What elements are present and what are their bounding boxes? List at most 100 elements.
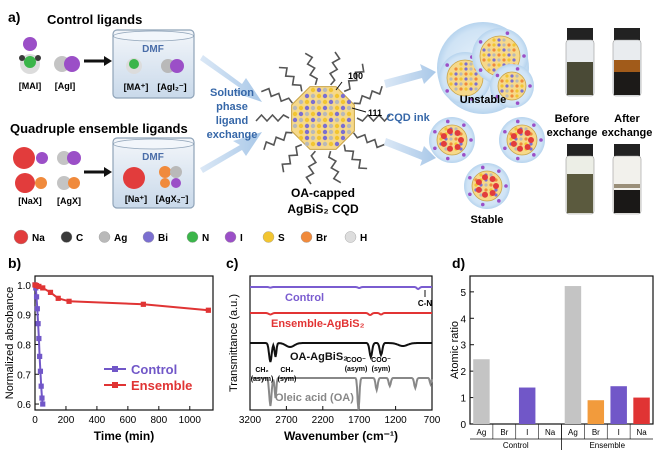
mai-molecule bbox=[19, 37, 41, 74]
legend-swatch bbox=[300, 231, 313, 243]
x-tick-label: 800 bbox=[150, 415, 167, 426]
x-axis-label: Time (min) bbox=[94, 429, 154, 443]
data-point bbox=[38, 383, 44, 389]
x-tick-label: Ag bbox=[477, 428, 487, 437]
panel-a-label: a) bbox=[8, 9, 20, 25]
legend-label: H bbox=[360, 233, 367, 244]
y-axis-label: Normalized absobance bbox=[4, 287, 16, 400]
vial-control-after bbox=[612, 28, 642, 97]
annotation-ch2-sym: CH₂ bbox=[280, 367, 293, 374]
group-label: Control bbox=[503, 441, 529, 450]
legend-label: N bbox=[202, 233, 209, 244]
x-axis-label: Wavenumber (cm⁻¹) bbox=[284, 429, 398, 443]
data-point bbox=[40, 401, 46, 407]
agi-molecule bbox=[54, 56, 80, 72]
panel-d: d) 0 1 2 3 4 5 Atomic ratio Ag Br I Na Ag Br I Na Contr… bbox=[449, 255, 654, 450]
atomic-ratio-chart: 0 1 2 3 4 5 Atomic ratio Ag Br I Na Ag Br I Na Control E… bbox=[449, 275, 654, 450]
data-point bbox=[39, 395, 45, 401]
bar bbox=[518, 387, 536, 424]
nax-label: [NaX] bbox=[18, 196, 42, 206]
legend-marker bbox=[112, 366, 118, 372]
y-tick-label: 0 bbox=[460, 420, 466, 431]
ensemble-ligands-title: Quadruple ensemble ligands bbox=[10, 121, 188, 136]
annotation-ch2-sym-sub: (sym) bbox=[278, 376, 297, 383]
unstable-aggregate bbox=[437, 22, 534, 114]
y-tick-label: 4 bbox=[460, 314, 466, 325]
annotation-ch2-asym-sub: (asym) bbox=[251, 376, 274, 383]
series-line bbox=[250, 342, 432, 363]
agx2-ion-label: [AgX₂⁻] bbox=[156, 194, 189, 204]
stable-dispersion bbox=[429, 117, 545, 209]
element-legend: Na C Ag Bi N I S Br H bbox=[13, 229, 367, 245]
y-tick-label: 3 bbox=[460, 341, 466, 352]
legend-swatch bbox=[98, 231, 111, 243]
series-label: Ensemble-AgBiS₂ bbox=[271, 318, 365, 330]
agi-label: [AgI] bbox=[55, 81, 76, 91]
x-tick-label: 700 bbox=[424, 415, 441, 426]
arrow-icon bbox=[384, 138, 436, 166]
y-tick-label: 0.6 bbox=[17, 400, 31, 411]
bar bbox=[587, 400, 605, 424]
dot-caption-line2: AgBiS₂ CQD bbox=[287, 202, 359, 216]
data-point bbox=[140, 301, 146, 307]
legend-marker bbox=[112, 382, 118, 388]
na-ion-label: [Na⁺] bbox=[125, 194, 147, 204]
dmf-label-ensemble: DMF bbox=[142, 152, 164, 163]
series-label: OA-AgBiS₂ bbox=[290, 351, 348, 363]
annotation-coo-sym: COO⁻ bbox=[371, 357, 391, 364]
data-point bbox=[37, 353, 43, 359]
svg-text:Solution: Solution bbox=[210, 87, 254, 99]
data-point bbox=[37, 368, 44, 374]
annotation-coo-asym-sub: (asym) bbox=[345, 366, 368, 373]
x-tick-label: 2700 bbox=[275, 415, 298, 426]
arrow-icon bbox=[200, 132, 262, 173]
panel-b-label: b) bbox=[8, 255, 21, 271]
annotation-cn: C-N bbox=[418, 299, 432, 308]
x-tick-label: Br bbox=[500, 428, 508, 437]
x-tick-label: 1700 bbox=[348, 415, 371, 426]
x-tick-label: 400 bbox=[89, 415, 106, 426]
arrow-icon bbox=[104, 167, 112, 177]
y-tick-label: 0.7 bbox=[17, 370, 31, 381]
data-point bbox=[36, 335, 42, 342]
annotation-ch2-asym: CH₂ bbox=[255, 367, 268, 374]
after-label-2: exchange bbox=[602, 127, 653, 139]
cqd-ink-label: CQD ink bbox=[386, 112, 430, 124]
y-tick-label: 1.0 bbox=[17, 281, 31, 292]
x-tick-label: 200 bbox=[58, 415, 75, 426]
x-tick-label: Na bbox=[636, 428, 647, 437]
bar bbox=[473, 359, 490, 424]
legend-label: Na bbox=[32, 233, 45, 244]
panel-d-label: d) bbox=[452, 255, 465, 271]
y-axis-label: Transmittance (a.u.) bbox=[228, 294, 240, 392]
legend-label: Bi bbox=[158, 233, 168, 244]
mai-label: [MAI] bbox=[19, 81, 42, 91]
arrow-icon bbox=[104, 56, 112, 66]
y-axis-label: Atomic ratio bbox=[449, 321, 461, 379]
x-tick-label: 1000 bbox=[179, 415, 202, 426]
legend-swatch bbox=[142, 231, 155, 243]
series-label: Oleic acid (OA) bbox=[275, 392, 354, 404]
stable-label: Stable bbox=[470, 214, 503, 226]
data-point bbox=[36, 283, 42, 290]
y-tick-label: 1 bbox=[460, 394, 466, 405]
panel-b: b) 0.6 0.7 0.8 0.9 1.0 0 200 400 600 800 1000 Time … bbox=[4, 255, 214, 443]
arrow-icon bbox=[384, 64, 436, 88]
x-tick-label: 3200 bbox=[239, 415, 262, 426]
legend-swatch bbox=[60, 231, 73, 243]
y-tick-label: 5 bbox=[460, 288, 466, 299]
y-tick-label: 2 bbox=[460, 367, 466, 378]
series-line bbox=[250, 312, 432, 317]
series-line bbox=[34, 283, 209, 312]
legend-swatch bbox=[186, 231, 199, 243]
legend-swatch bbox=[262, 231, 275, 243]
arrow-icon bbox=[200, 55, 262, 102]
data-point bbox=[33, 294, 40, 300]
y-tick-label: 0.8 bbox=[17, 340, 31, 351]
legend-label: S bbox=[278, 233, 285, 244]
svg-text:phase: phase bbox=[216, 101, 248, 113]
before-label-2: exchange bbox=[547, 127, 598, 139]
ma-ion-label: [MA⁺] bbox=[124, 82, 149, 92]
legend-label: Br bbox=[316, 233, 327, 244]
